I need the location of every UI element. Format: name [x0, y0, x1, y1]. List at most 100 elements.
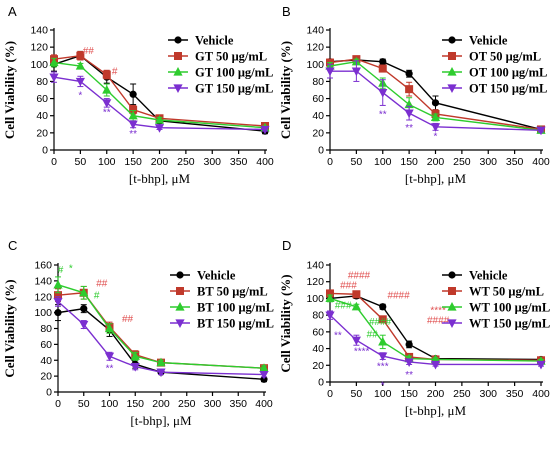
x-tick-label: 50 [351, 156, 363, 168]
legend-marker [447, 84, 457, 93]
y-tick-label: 100 [30, 59, 48, 71]
legend-marker [176, 287, 184, 295]
x-tick-label: 350 [229, 398, 247, 410]
series-line [329, 295, 542, 361]
y-tick-label: 80 [312, 76, 324, 88]
x-tick-label: 300 [479, 156, 497, 168]
x-tick-label: 200 [152, 398, 170, 410]
legend-label: GT 150 μg/mL [195, 82, 273, 96]
data-point [379, 58, 387, 66]
significance-label: ** [106, 363, 114, 374]
x-tick-label: 100 [98, 156, 116, 168]
x-tick-label: 100 [101, 398, 119, 410]
significance-label: #### [427, 316, 450, 327]
x-axis-title: [t-bhp], μM [405, 171, 467, 186]
data-point [76, 51, 85, 60]
y-tick-label: 120 [306, 276, 324, 288]
y-tick-label: 100 [34, 307, 52, 319]
y-tick-label: 80 [36, 76, 48, 88]
legend-label: GT 100 μg/mL [195, 66, 273, 80]
x-tick-label: 400 [255, 398, 273, 410]
y-tick-label: 140 [30, 25, 48, 37]
data-point [75, 77, 85, 87]
y-tick-label: 0 [318, 145, 324, 157]
series-3 [325, 60, 546, 136]
data-point [156, 368, 166, 378]
y-tick-label: 80 [312, 310, 324, 322]
significance-label: ** [379, 109, 387, 120]
y-tick-label: 60 [312, 326, 324, 338]
significance-label: ## [122, 314, 134, 325]
series-line [57, 284, 265, 369]
data-point [80, 305, 88, 313]
legend-label: Vehicle [197, 269, 236, 283]
legend-label: Vehicle [195, 34, 234, 48]
legend-label: BT 150 μg/mL [197, 317, 274, 331]
series-3 [53, 296, 269, 380]
legend-label: BT 50 μg/mL [197, 285, 268, 299]
x-tick-label: 200 [151, 156, 169, 168]
legend-label: Vehicle [469, 269, 508, 283]
panel-A: A 0 20 40 60 80 100 120 140 0 50 100 150 200 250 300 350… [2, 4, 274, 186]
y-tick-label: 40 [40, 355, 52, 367]
x-tick-label: 250 [453, 388, 471, 400]
y-axis-title: Cell Viability (%) [2, 279, 17, 377]
x-tick-label: 50 [78, 398, 90, 410]
x-axis-title: [t-bhp], μM [130, 413, 192, 428]
series-line [53, 54, 266, 132]
y-tick-label: 140 [34, 275, 52, 287]
legend-label: GT 50 μg/mL [195, 50, 267, 64]
legend-marker [448, 36, 456, 44]
x-tick-label: 100 [374, 156, 392, 168]
data-point [130, 363, 140, 372]
significance-label: ** [405, 370, 413, 381]
legend-marker [175, 319, 185, 328]
legend-label: OT 150 μg/mL [469, 82, 547, 96]
series-line [53, 61, 266, 129]
significance-label: ## [96, 278, 108, 289]
data-point [75, 61, 85, 70]
data-point [49, 73, 59, 83]
significance-label: *** [377, 361, 389, 372]
data-point [378, 315, 387, 324]
legend: Vehicle OT 50 μg/mL OT 100 μg/mL OT 150 μg/… [442, 34, 547, 96]
data-point [53, 297, 63, 307]
significance-label: ## [83, 46, 95, 57]
data-point [104, 323, 115, 333]
data-point [260, 125, 270, 135]
data-point [128, 110, 138, 120]
legend: Vehicle GT 50 μg/mL GT 100 μg/mL GT 150 μg/… [168, 34, 273, 96]
x-tick-label: 350 [506, 388, 524, 400]
y-axis-title: Cell Viability (%) [2, 41, 17, 139]
data-point [378, 352, 388, 362]
data-point [405, 85, 414, 94]
data-point [351, 67, 361, 77]
x-tick-label: 150 [126, 398, 144, 410]
y-tick-label: 120 [34, 291, 52, 303]
x-tick-label: 250 [453, 156, 471, 168]
x-tick-label: 0 [55, 398, 61, 410]
data-point [430, 112, 441, 122]
y-tick-label: 100 [306, 293, 324, 305]
data-point [351, 301, 361, 311]
panel-C: C 0 20 40 60 80 100 120 140 160 0 50 100 150 200 250 300… [2, 238, 274, 428]
legend-marker [448, 52, 456, 60]
series-line [329, 314, 541, 366]
panel-letter: D [282, 238, 291, 253]
significance-label: ### [340, 280, 357, 291]
y-tick-label: 40 [36, 110, 48, 122]
y-tick-label: 20 [36, 127, 48, 139]
data-point [536, 360, 546, 370]
data-point [430, 360, 441, 370]
significance-label: ** [405, 123, 413, 134]
y-tick-label: 140 [306, 25, 324, 37]
x-tick-label: 200 [427, 388, 445, 400]
y-tick-label: 80 [40, 323, 52, 335]
data-point [102, 85, 112, 94]
significance-label: **** [430, 305, 446, 316]
data-point [351, 336, 361, 346]
series-line [329, 297, 542, 362]
legend-label: OT 50 μg/mL [469, 50, 541, 64]
x-tick-label: 300 [479, 388, 497, 400]
legend-marker [176, 271, 184, 279]
